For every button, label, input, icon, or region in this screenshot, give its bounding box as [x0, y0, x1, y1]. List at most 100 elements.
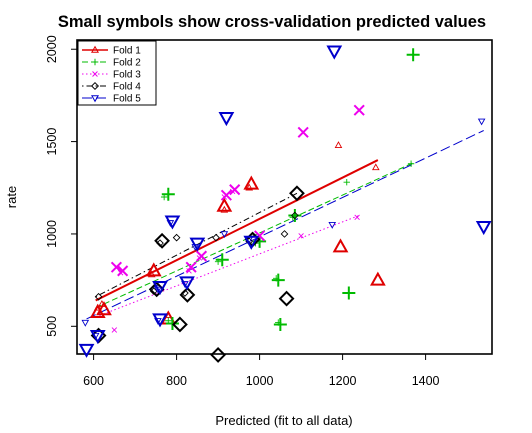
- legend-symbol: [91, 95, 99, 103]
- data-point: [273, 317, 287, 331]
- series-fold-3: [110, 104, 365, 333]
- data-point: [342, 286, 356, 300]
- legend-label: Fold 1: [113, 46, 141, 57]
- data-point: [475, 221, 492, 236]
- legend-symbol: [91, 45, 99, 53]
- data-point: [210, 347, 227, 363]
- series-fold-1: [89, 141, 386, 325]
- data-point: [172, 316, 188, 333]
- data-point: [195, 250, 208, 262]
- cv-point: [81, 319, 90, 327]
- cv-point: [328, 222, 337, 229]
- data-point: [117, 265, 129, 277]
- data-point: [89, 329, 106, 345]
- fit-line-fold-1: [95, 159, 379, 302]
- data-point: [215, 253, 229, 267]
- data-point: [164, 215, 181, 230]
- cv-point: [172, 233, 181, 242]
- legend-symbol: [90, 81, 100, 91]
- legend-label: Fold 4: [113, 82, 141, 93]
- data-point: [406, 48, 420, 62]
- legend-label: Fold 5: [113, 94, 141, 105]
- data-point: [216, 197, 233, 212]
- data-point: [161, 187, 175, 201]
- y-axis: 500 1000 1500 2000: [45, 35, 78, 337]
- x-tick-label: 800: [166, 374, 187, 388]
- cv-point: [94, 292, 103, 301]
- data-point: [369, 271, 386, 286]
- data-point: [154, 232, 170, 249]
- data-point: [326, 45, 343, 60]
- cv-point: [186, 268, 192, 274]
- data-point: [189, 237, 206, 252]
- cv-point: [334, 141, 343, 148]
- cv-point: [111, 327, 118, 333]
- data-point: [243, 235, 260, 250]
- chart-title: Small symbols show cross-validation pred…: [58, 13, 486, 31]
- cv-point: [280, 230, 289, 238]
- fit-line-fold-3: [95, 215, 360, 318]
- legend-symbol: [91, 58, 99, 66]
- data-point: [278, 290, 295, 307]
- data-point: [220, 189, 232, 201]
- series-fold-2: [160, 48, 420, 331]
- data-point: [152, 281, 168, 296]
- cv-point: [147, 270, 156, 278]
- x-axis-label: Predicted (fit to all data): [215, 413, 352, 428]
- cv-point: [220, 231, 229, 239]
- data-point: [185, 261, 197, 273]
- x-axis: 600 800 1000 1200 1400: [83, 353, 440, 388]
- data-point: [271, 273, 285, 287]
- cv-point: [371, 163, 380, 171]
- data-point: [289, 185, 305, 202]
- data-point: [179, 276, 195, 291]
- fit-line-fold-5: [86, 130, 484, 320]
- cv-point: [166, 220, 175, 227]
- data-point: [229, 184, 241, 196]
- cv-point: [154, 286, 162, 294]
- fit-lines: [86, 130, 484, 320]
- cv-point: [154, 318, 162, 325]
- data-point: [145, 262, 162, 277]
- data-point: [152, 313, 168, 328]
- cv-point: [354, 214, 360, 221]
- y-tick-label: 2000: [45, 35, 59, 63]
- cv-point: [343, 179, 350, 186]
- data-point: [78, 343, 95, 358]
- x-tick-label: 1200: [329, 374, 357, 388]
- y-tick-label: 500: [45, 316, 59, 337]
- legend-label: Fold 3: [113, 70, 141, 81]
- x-tick-label: 1000: [246, 374, 274, 388]
- data-point: [96, 301, 112, 316]
- cv-point: [477, 118, 486, 126]
- legend-symbol: [92, 71, 98, 77]
- data-point: [243, 175, 260, 190]
- x-tick-label: 600: [83, 374, 104, 388]
- y-tick-label: 1500: [45, 128, 59, 156]
- data-point: [89, 303, 106, 318]
- cv-point: [291, 211, 299, 220]
- data-points: [78, 45, 492, 363]
- cv-point: [181, 281, 189, 288]
- data-point: [297, 126, 309, 138]
- legend-label: Fold 2: [113, 58, 141, 69]
- cv-point: [407, 160, 415, 167]
- cv-point: [220, 205, 229, 213]
- data-point: [332, 238, 349, 253]
- y-axis-label: rate: [4, 186, 19, 208]
- data-point: [165, 317, 179, 331]
- cv-point: [245, 183, 254, 191]
- x-tick-label: 1400: [412, 374, 440, 388]
- legend-box: [77, 40, 157, 106]
- data-point: [110, 261, 123, 273]
- cv-point: [212, 233, 220, 242]
- data-point: [353, 104, 365, 116]
- series-fold-5: [78, 45, 492, 358]
- data-point: [179, 286, 196, 303]
- cv-point: [298, 233, 304, 239]
- y-tick-label: 1000: [45, 220, 59, 248]
- data-point: [218, 112, 235, 127]
- data-point: [288, 208, 302, 222]
